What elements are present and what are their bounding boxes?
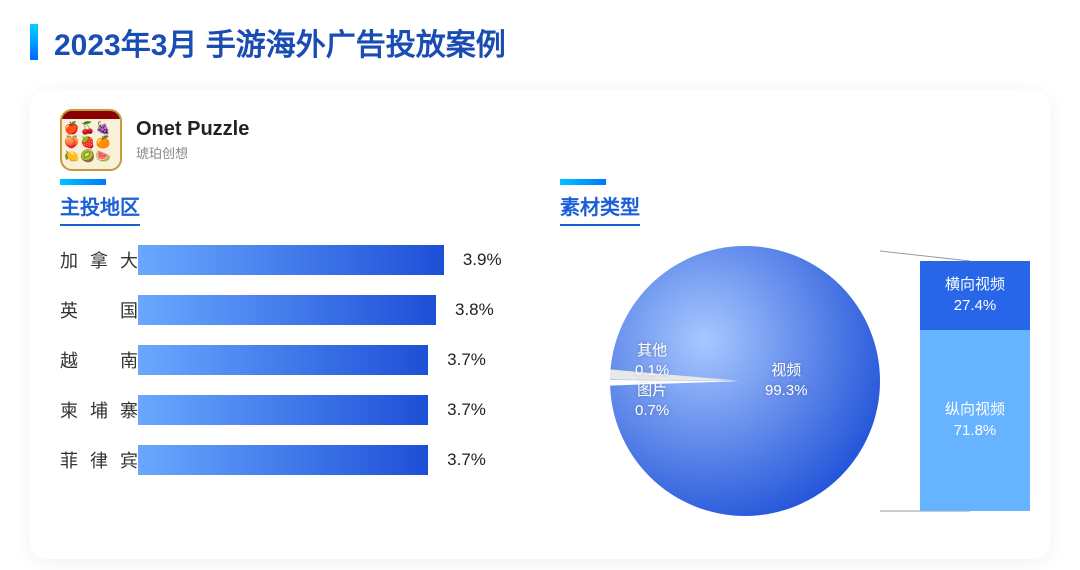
bar-row: 越南3.7% [60,344,520,376]
bar-fill: 3.8% [138,295,436,325]
bar-track: 3.7% [138,445,520,475]
bar-label: 越南 [60,347,138,373]
bar-label: 英国 [60,297,138,323]
stack-segment-value: 71.8% [954,421,997,441]
bar-row: 英国3.8% [60,294,520,326]
bar-track: 3.8% [138,295,520,325]
pie-slice-label: 其他0.1% [635,341,669,380]
bar-fill: 3.7% [138,445,428,475]
stack-segment: 纵向视频71.8% [920,330,1030,511]
bar-track: 3.9% [138,245,520,275]
materials-heading: 素材类型 [560,191,640,226]
app-name: Onet Puzzle [136,118,249,141]
stack-segment-label: 纵向视频 [945,400,1005,420]
bar-fill: 3.7% [138,345,428,375]
materials-panel: 素材类型 视频99.3% 图片0.7%其他0.1% 横向视频27.4% 纵向视频71… [560,191,1020,551]
content-row: 主投地区 加拿大3.9%英国3.8%越南3.7%柬埔寨3.7%菲律宾3.7% 素… [60,191,1020,551]
bar-track: 3.7% [138,395,520,425]
app-meta: Onet Puzzle 琥珀创想 [136,118,249,162]
bar-track: 3.7% [138,345,520,375]
bar-row: 加拿大3.9% [60,244,520,276]
title-accent-bar [30,24,38,60]
bar-label: 柬埔寨 [60,397,138,423]
stack-segment-value: 27.4% [954,296,997,316]
bar-fill: 3.9% [138,245,444,275]
bar-value: 3.7% [447,450,486,470]
bar-label: 加拿大 [60,247,138,273]
stack-segment-label: 横向视频 [945,275,1005,295]
bar-row: 菲律宾3.7% [60,444,520,476]
page-title: 2023年3月 手游海外广告投放案例 [54,20,506,64]
bar-value: 3.9% [463,250,502,270]
app-icon [60,109,122,171]
regions-heading: 主投地区 [60,191,140,226]
page-title-wrap: 2023年3月 手游海外广告投放案例 [0,0,1080,79]
bar-row: 柬埔寨3.7% [60,394,520,426]
bar-value: 3.8% [455,300,494,320]
materials-pie-chart: 视频99.3% 图片0.7%其他0.1% [610,246,880,516]
bar-fill: 3.7% [138,395,428,425]
app-header: Onet Puzzle 琥珀创想 [60,109,1020,171]
case-card: Onet Puzzle 琥珀创想 主投地区 加拿大3.9%英国3.8%越南3.7… [30,89,1050,559]
bar-value: 3.7% [447,350,486,370]
pie-slice-label: 视频99.3% [765,361,808,400]
materials-stack-chart: 横向视频27.4%纵向视频71.8% [920,261,1030,511]
regions-panel: 主投地区 加拿大3.9%英国3.8%越南3.7%柬埔寨3.7%菲律宾3.7% [60,191,520,551]
bar-label: 菲律宾 [60,447,138,473]
stack-segment: 横向视频27.4% [920,261,1030,330]
app-publisher: 琥珀创想 [136,143,249,162]
pie-slice-label: 图片0.7% [635,381,669,420]
bar-value: 3.7% [447,400,486,420]
regions-bar-chart: 加拿大3.9%英国3.8%越南3.7%柬埔寨3.7%菲律宾3.7% [60,244,520,476]
